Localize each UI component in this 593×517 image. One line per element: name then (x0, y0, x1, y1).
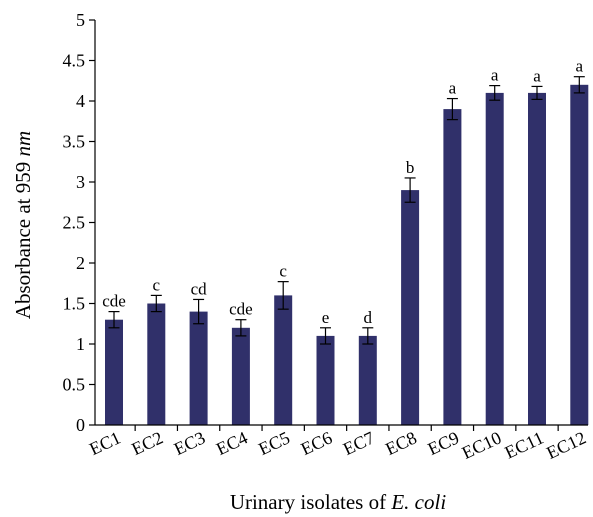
y-tick-label: 1 (76, 334, 85, 354)
bar-ec10 (485, 92, 504, 426)
bar-labels-group: cde c cd cde c e d b a a a a (102, 57, 583, 327)
significance-label-ec6: e (322, 308, 330, 327)
y-tick-label: 2.5 (63, 213, 86, 233)
y-tick-label: 2 (76, 253, 85, 273)
y-tick-label: 4.5 (63, 51, 86, 71)
bar-ec12 (570, 84, 589, 426)
x-axis-title-text: Urinary isolates of (230, 490, 392, 514)
significance-label-ec10: a (491, 66, 499, 85)
x-axis-title: Urinary isolates of E. coli (230, 490, 447, 514)
bar-ec2 (147, 303, 166, 425)
bar-ec6 (316, 335, 335, 425)
bar-ec7 (358, 335, 377, 425)
bar-ec5 (274, 295, 293, 425)
y-axis-title: Absorbance at 959 nm (11, 131, 35, 319)
significance-label-ec4: cde (229, 300, 253, 319)
y-tick-label: 4 (76, 91, 85, 111)
error-bars-group (108, 76, 585, 345)
x-tick-label-ec11: EC11 (502, 427, 547, 462)
x-tick-label-ec8: EC8 (382, 427, 419, 459)
y-tick-label: 3 (76, 172, 85, 192)
y-tick-label: 3.5 (63, 132, 86, 152)
x-tick-label-ec2: EC2 (129, 427, 166, 459)
bars-group (105, 84, 589, 426)
bar-ec9 (443, 109, 462, 425)
y-tick-label: 0 (76, 415, 85, 435)
bar-ec8 (401, 190, 420, 425)
x-tick-label-ec4: EC4 (213, 427, 250, 459)
y-ticks-group: 0 0.5 1 1.5 2 2.5 3 3.5 4 4.5 5 (63, 10, 95, 435)
x-tick-label-ec10: EC10 (459, 427, 505, 462)
y-axis-title-text: Absorbance at 959 (11, 156, 35, 319)
bar-ec4 (231, 327, 250, 425)
y-axis-title-unit: nm (11, 131, 35, 157)
significance-label-ec5: c (279, 262, 287, 281)
y-tick-label: 5 (76, 10, 85, 30)
bar-ec3 (189, 311, 208, 425)
significance-label-ec11: a (533, 66, 541, 85)
bar-ec11 (528, 92, 546, 426)
x-tick-label-ec7: EC7 (340, 427, 377, 459)
x-tick-label-ec3: EC3 (171, 427, 208, 459)
significance-label-ec7: d (364, 308, 373, 327)
significance-label-ec1: cde (102, 292, 126, 311)
significance-label-ec3: cd (191, 279, 208, 298)
x-tick-label-ec1: EC1 (86, 427, 123, 459)
x-tick-label-ec6: EC6 (298, 427, 335, 459)
y-tick-label: 1.5 (63, 294, 86, 314)
x-tick-label-ec5: EC5 (255, 427, 292, 459)
x-tick-label-ec9: EC9 (425, 427, 462, 459)
bar-ec1 (105, 319, 123, 425)
significance-label-ec2: c (153, 275, 161, 294)
x-axis-title-organism: E. coli (390, 490, 446, 514)
x-tick-label-ec12: EC12 (543, 427, 589, 462)
significance-label-ec12: a (576, 57, 584, 76)
significance-label-ec9: a (449, 79, 457, 98)
significance-label-ec8: b (406, 158, 415, 177)
y-tick-label: 0.5 (63, 375, 86, 395)
